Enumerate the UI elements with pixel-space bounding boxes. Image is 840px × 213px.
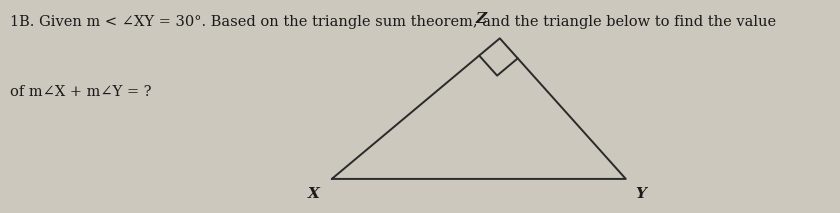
Text: Z: Z bbox=[475, 12, 487, 26]
Text: 1B. Given m < ∠XY = 30°. Based on the triangle sum theorem, and the triangle bel: 1B. Given m < ∠XY = 30°. Based on the tr… bbox=[10, 15, 776, 29]
Text: of m∠X + m∠Y = ?: of m∠X + m∠Y = ? bbox=[10, 85, 151, 99]
Text: Y: Y bbox=[636, 187, 646, 201]
Text: X: X bbox=[307, 187, 319, 201]
